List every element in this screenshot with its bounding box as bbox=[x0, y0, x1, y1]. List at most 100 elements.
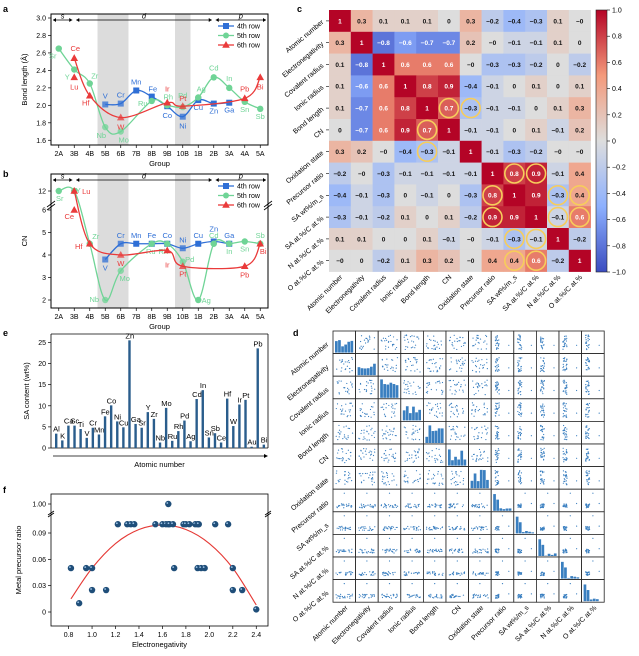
bar-label-K: K bbox=[60, 431, 65, 440]
scatter-dot bbox=[413, 432, 415, 435]
heatmap-cell-value: −0.1 bbox=[464, 127, 477, 134]
pair-cell bbox=[513, 534, 537, 558]
element-label-Ru: Ru bbox=[138, 99, 148, 108]
scatter-dot bbox=[409, 382, 411, 384]
scatter-dot bbox=[456, 361, 458, 363]
scatter-dot bbox=[335, 435, 337, 437]
y-tick-label: 3 bbox=[42, 275, 46, 282]
scatter-dot bbox=[404, 334, 406, 336]
scatter-dot bbox=[418, 387, 420, 389]
scatter-dot bbox=[508, 344, 510, 346]
scatter-dot bbox=[349, 367, 351, 370]
scatter-dot bbox=[434, 347, 436, 349]
scatter-dot bbox=[542, 338, 545, 340]
scatter-dot bbox=[588, 459, 590, 461]
scatter-dot bbox=[381, 593, 383, 595]
scatter-dot bbox=[576, 480, 578, 482]
pair-cell bbox=[558, 511, 583, 535]
scatter-dot bbox=[440, 344, 443, 346]
scatter-dot bbox=[520, 450, 522, 452]
heatmap-cell-value: 1 bbox=[425, 106, 429, 113]
scatter-dot bbox=[518, 472, 520, 474]
x-tick-label: 8B bbox=[147, 314, 156, 321]
histogram-bar bbox=[338, 340, 341, 353]
scatter-dot bbox=[517, 338, 519, 341]
scatter-dot bbox=[382, 506, 385, 508]
scatter-dot bbox=[405, 574, 407, 577]
scatter-point bbox=[165, 500, 172, 508]
scatter-dot bbox=[540, 451, 542, 453]
y-tick-label: 20 bbox=[38, 361, 46, 368]
scatter-dot bbox=[484, 425, 486, 427]
heatmap-cell-value: 0.3 bbox=[423, 258, 432, 265]
element-label-Y: Y bbox=[65, 73, 70, 82]
scatter-dot bbox=[565, 503, 568, 505]
scatter-dot bbox=[416, 368, 418, 370]
scatter-dot bbox=[484, 384, 486, 387]
heatmap-cell bbox=[568, 228, 591, 251]
scatter-dot bbox=[517, 406, 519, 408]
scatter-dot bbox=[362, 504, 365, 506]
scatter-dot bbox=[440, 389, 443, 391]
scatter-dot bbox=[497, 457, 499, 459]
scatter-dot bbox=[563, 368, 565, 370]
scatter-dot bbox=[366, 552, 368, 554]
scatter-dot bbox=[540, 572, 542, 574]
scatter-dot bbox=[454, 393, 456, 395]
scatter-dot bbox=[349, 371, 351, 373]
scatter-dot bbox=[449, 389, 451, 391]
scatter-dot bbox=[517, 364, 520, 366]
scatter-dot bbox=[457, 483, 459, 486]
scatter-dot bbox=[477, 436, 479, 438]
scatter-dot bbox=[434, 560, 436, 562]
scatter-dot bbox=[540, 438, 542, 441]
heatmap-cell bbox=[438, 97, 461, 120]
scatter-dot bbox=[586, 548, 588, 550]
scatter-dot bbox=[585, 526, 587, 528]
scatter-dot bbox=[456, 537, 458, 540]
heatmap-cell-value: 0.6 bbox=[532, 258, 541, 265]
scatter-dot bbox=[407, 451, 409, 454]
scatter-dot bbox=[385, 507, 387, 509]
scatter-dot bbox=[497, 428, 499, 430]
scatter-dot bbox=[456, 426, 459, 428]
scatter-dot bbox=[495, 574, 497, 576]
scatter-dot bbox=[519, 475, 521, 477]
scatter-dot bbox=[411, 438, 413, 440]
scatter-dot bbox=[363, 574, 365, 576]
scatter-dot bbox=[563, 428, 565, 431]
scatter-dot bbox=[412, 594, 414, 596]
scatter-dot bbox=[566, 458, 568, 460]
data-point-Ag bbox=[195, 296, 202, 304]
scatter-dot bbox=[440, 548, 443, 551]
scatter-dot bbox=[411, 335, 413, 337]
x-axis-title: Atomic number bbox=[134, 460, 185, 469]
scatter-dot bbox=[585, 408, 587, 410]
scatter-dot bbox=[498, 427, 500, 429]
scatter-dot bbox=[453, 550, 455, 552]
x-tick-label: 3A bbox=[225, 314, 234, 321]
col-label: Electronegativity bbox=[331, 604, 373, 646]
pair-cell bbox=[377, 466, 402, 490]
scatter-dot bbox=[585, 359, 587, 361]
pair-cell bbox=[377, 398, 402, 422]
scatter-dot bbox=[415, 551, 417, 553]
scatter-dot bbox=[518, 382, 520, 385]
scatter-dot bbox=[431, 478, 433, 480]
scatter-dot bbox=[408, 551, 410, 554]
scatter-dot bbox=[371, 477, 373, 480]
scatter-dot bbox=[482, 573, 485, 575]
heatmap-cell bbox=[372, 249, 395, 272]
scatter-dot bbox=[592, 560, 594, 562]
scatter-dot bbox=[585, 339, 587, 341]
scatter-dot bbox=[403, 571, 405, 573]
scatter-dot bbox=[475, 460, 477, 462]
scatter-dot bbox=[343, 515, 345, 517]
heatmap-cell bbox=[329, 249, 352, 272]
scatter-dot bbox=[435, 596, 437, 598]
scatter-dot bbox=[519, 596, 521, 598]
heatmap-cell bbox=[372, 31, 395, 54]
data-point-Hf bbox=[85, 239, 94, 247]
pair-cell bbox=[332, 579, 357, 603]
heatmap-cell-value: −0.2 bbox=[530, 62, 543, 69]
